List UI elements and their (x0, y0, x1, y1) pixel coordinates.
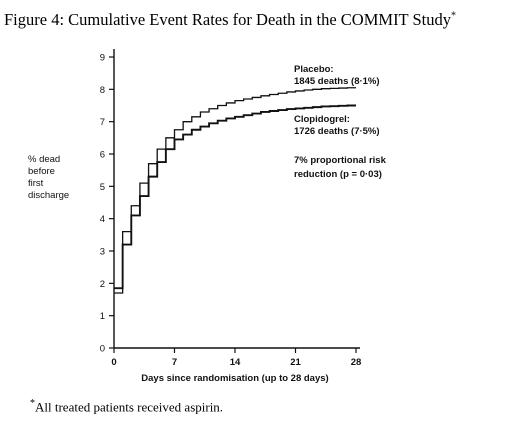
footnote-text: All treated patients received aspirin. (35, 399, 224, 415)
y-tick-label: 4 (100, 214, 105, 225)
x-tick-label: 0 (111, 357, 116, 368)
chart-lines (114, 87, 356, 294)
placebo-label: Placebo: (294, 64, 334, 75)
y-tick-label: 5 (100, 182, 105, 193)
y-axis-label-line: first (28, 178, 44, 189)
x-tick-label: 7 (172, 357, 177, 368)
y-tick-label: 8 (100, 85, 105, 96)
figure-title: Figure 4: Cumulative Event Rates for Dea… (4, 10, 504, 30)
figure-title-text: Figure 4: Cumulative Event Rates for Dea… (4, 10, 451, 29)
y-axis-label-line: % dead (28, 154, 61, 165)
clopidogrel-deaths-label: 1726 deaths (7·5%) (294, 126, 380, 137)
x-axis-label: Days since randomisation (up to 28 days) (141, 373, 328, 384)
title-footnote-marker: * (450, 10, 456, 22)
footnote-marker: * (30, 398, 35, 409)
y-axis-label: % dead before first discharge (28, 154, 98, 202)
chart-labels: Placebo:1845 deaths (8·1%) Clopidogrel:17… (294, 64, 387, 180)
y-axis-label-line: before (28, 166, 55, 177)
risk-reduction-annotation: reduction (p = 0·03) (294, 169, 382, 180)
x-tick-label: 21 (290, 357, 301, 368)
series-line-clopidogrel (114, 104, 356, 290)
y-tick-label: 7 (100, 117, 105, 128)
y-tick-label: 9 (100, 53, 105, 64)
placebo-deaths-label: 1845 deaths (8·1%) (294, 76, 380, 87)
y-tick-label: 0 (100, 344, 105, 355)
chart-axes: 0 1 2 3 4 5 6 7 8 9 0 7 14 21 28 Days since randomisati… (100, 49, 362, 384)
clopidogrel-label: Clopidogrel: (294, 114, 350, 125)
y-tick-label: 6 (100, 150, 105, 161)
y-tick-label: 3 (100, 247, 105, 258)
risk-reduction-annotation: 7% proportional risk (294, 155, 387, 166)
x-tick-label: 14 (230, 357, 241, 368)
y-tick-label: 1 (100, 311, 105, 322)
y-tick-label: 2 (100, 279, 105, 290)
x-tick-label: 28 (351, 357, 362, 368)
y-axis-label-line: discharge (28, 190, 70, 201)
footnote: *All treated patients received aspirin. (30, 398, 223, 415)
